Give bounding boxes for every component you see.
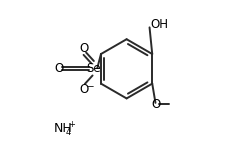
Text: O: O [152, 98, 161, 111]
Text: +: + [69, 120, 76, 129]
Text: Se: Se [87, 62, 101, 75]
Text: −: − [85, 81, 93, 90]
Text: NH: NH [53, 122, 72, 135]
Text: O: O [54, 62, 63, 75]
Text: O: O [79, 83, 88, 96]
Text: O: O [79, 42, 88, 55]
Text: 4: 4 [65, 128, 71, 137]
Text: OH: OH [150, 18, 168, 31]
